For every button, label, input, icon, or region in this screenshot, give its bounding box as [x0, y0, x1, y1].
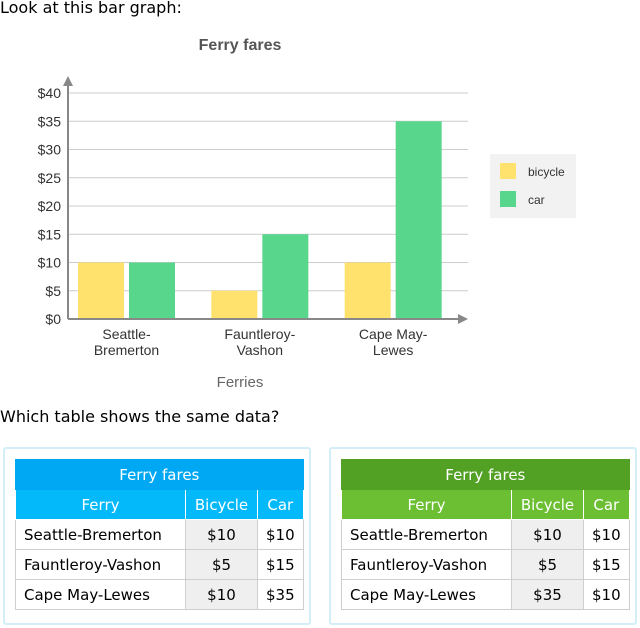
x-category-label: Lewes	[373, 342, 413, 358]
x-category-label: Cape May-	[359, 326, 428, 342]
y-tick-label: $10	[38, 255, 62, 271]
y-tick-label: $5	[45, 283, 61, 299]
header-bicycle: Bicycle	[185, 489, 258, 520]
header-bicycle: Bicycle	[511, 489, 584, 520]
bar-bicycle	[211, 290, 258, 319]
bar-bicycle	[344, 262, 391, 319]
table-row: Seattle-Bremerton $10 $10	[15, 519, 304, 550]
y-tick-label: $35	[38, 113, 62, 129]
bar-car	[129, 262, 175, 319]
car-fare-cell: $10	[583, 519, 630, 550]
bicycle-fare-cell: $35	[511, 579, 584, 610]
car-fare-cell: $10	[257, 519, 304, 550]
car-fare-cell: $15	[257, 549, 304, 580]
header-ferry: Ferry	[15, 489, 186, 520]
ferry-name-cell: Fauntleroy-Vashon	[15, 549, 186, 580]
header-car: Car	[257, 489, 304, 520]
prompt-instruction: Look at this bar graph:	[0, 0, 182, 17]
x-category-label: Fauntleroy-	[224, 326, 295, 342]
bicycle-fare-cell: $10	[185, 519, 258, 550]
table-row: Cape May-Lewes $35 $10	[341, 579, 630, 610]
table-row: Cape May-Lewes $10 $35	[15, 579, 304, 610]
table-row: Fauntleroy-Vashon $5 $15	[341, 549, 630, 580]
bicycle-fare-cell: $5	[511, 549, 584, 580]
ferry-name-cell: Cape May-Lewes	[15, 579, 186, 610]
ferry-name-cell: Seattle-Bremerton	[341, 519, 512, 550]
ferry-name-cell: Seattle-Bremerton	[15, 519, 186, 550]
y-tick-label: $25	[38, 170, 62, 186]
ferry-name-cell: Cape May-Lewes	[341, 579, 512, 610]
table-row: Seattle-Bremerton $10 $10	[341, 519, 630, 550]
bar-car	[262, 234, 309, 319]
bicycle-fare-cell: $10	[511, 519, 584, 550]
bar-car	[395, 121, 442, 319]
fares-table-b: Ferry fares Ferry Bicycle Car Seattle-Br…	[341, 459, 630, 610]
legend-label-bicycle: bicycle	[528, 165, 565, 179]
y-tick-label: $0	[45, 311, 61, 327]
header-car: Car	[583, 489, 630, 520]
x-axis-title: Ferries	[217, 374, 264, 391]
header-ferry: Ferry	[341, 489, 512, 520]
chart-title: Ferry fares	[199, 37, 282, 54]
bicycle-fare-cell: $10	[185, 579, 258, 610]
bar-bicycle	[78, 262, 124, 319]
bicycle-fare-cell: $5	[185, 549, 258, 580]
legend-swatch-car	[500, 191, 516, 207]
answer-option-b[interactable]: Ferry fares Ferry Bicycle Car Seattle-Br…	[329, 447, 637, 625]
y-tick-label: $15	[38, 226, 62, 242]
table-title: Ferry fares	[15, 459, 304, 490]
question-text: Which table shows the same data?	[0, 407, 280, 426]
car-fare-cell: $10	[583, 579, 630, 610]
table-row: Fauntleroy-Vashon $5 $15	[15, 549, 304, 580]
fares-table-a: Ferry fares Ferry Bicycle Car Seattle-Br…	[15, 459, 304, 610]
x-category-label: Seattle-	[102, 326, 151, 342]
y-tick-label: $30	[38, 142, 62, 158]
car-fare-cell: $35	[257, 579, 304, 610]
ferry-name-cell: Fauntleroy-Vashon	[341, 549, 512, 580]
y-tick-label: $20	[38, 198, 62, 214]
x-category-label: Vashon	[237, 342, 283, 358]
x-axis-arrow	[458, 314, 468, 324]
x-category-label: Bremerton	[94, 342, 159, 358]
bar-chart: Ferry fares $0 $5 $10 $15 $20 $25 $30 $35 $40 Seat…	[38, 37, 576, 391]
y-tick-label: $40	[38, 85, 62, 101]
y-axis-arrow	[63, 76, 73, 86]
table-title: Ferry fares	[341, 459, 630, 490]
answer-option-a[interactable]: Ferry fares Ferry Bicycle Car Seattle-Br…	[3, 447, 311, 625]
legend-label-car: car	[528, 193, 545, 207]
legend-swatch-bicycle	[500, 163, 516, 179]
car-fare-cell: $15	[583, 549, 630, 580]
